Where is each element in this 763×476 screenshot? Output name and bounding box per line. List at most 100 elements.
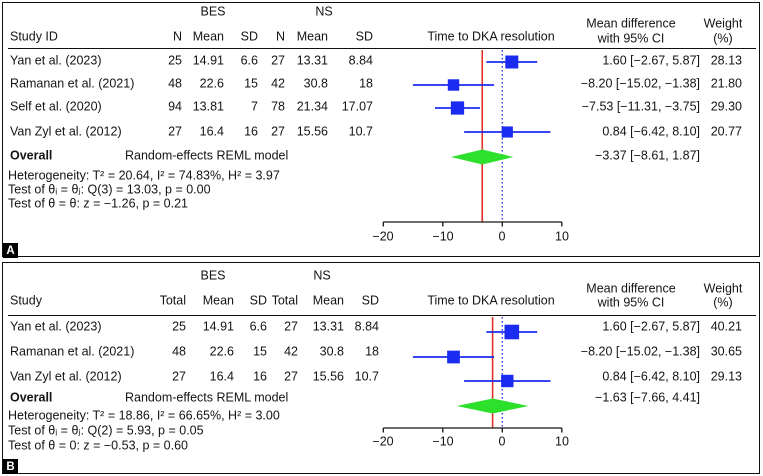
col-header-total2: Total [271,293,298,308]
table-cell: 15.56 [312,369,344,384]
weight-header-line1: Weight [703,16,743,31]
homogeneity-test-stat: Test of θᵢ = θⱼ: Q(2) = 5.93, p = 0.05 [8,423,204,438]
table-cell: 14.91 [202,319,234,334]
effect-square [450,101,465,115]
overall-model: Random-effects REML model [125,390,289,405]
plot-title: Time to DKA resolution [427,293,555,308]
table-cell: 16.4 [199,124,224,139]
col-header-sd2: SD [361,293,379,308]
effect-square [504,324,520,340]
table-cell: 48 [172,344,186,359]
x-tick-label: −20 [372,434,394,449]
x-tick-label: −10 [432,434,454,449]
weight-value: 28.13 [710,53,742,68]
overall-label: Overall [10,148,53,163]
study-name: Self et al. (2020) [10,99,102,114]
overall-test-stat: Test of θ = θ: z = −1.26, p = 0.21 [8,196,188,211]
table-cell: 15 [244,76,258,91]
ci-text: 0.84 [−6.42, 8.10] [602,369,700,384]
table-cell: 8.84 [348,53,373,68]
overall-ci-text: −3.37 [−8.61, 1.87] [595,148,700,163]
weight-value: 29.30 [710,99,742,114]
effect-square [501,126,513,138]
col-header-sd1: SD [240,29,258,44]
weight-value: 21.80 [710,76,742,91]
col-header-mean2: Mean [312,293,344,308]
table-cell: 16 [253,369,267,384]
table-cell: 13.81 [192,99,224,114]
heterogeneity-stat: Heterogeneity: T² = 20.64, I² = 74.83%, … [8,168,280,183]
ci-text: −8.20 [−15.02, −1.38] [580,344,700,359]
table-cell: 15 [253,344,267,359]
group-header-ns: NS [313,268,331,283]
ci-text: 0.84 [−6.42, 8.10] [602,124,700,139]
x-tick-label: −20 [372,229,394,244]
table-cell: 22.6 [209,344,234,359]
effect-header-line2: with 95% CI [597,31,665,46]
overall-test-stat: Test of θ = 0: z = −0.53, p = 0.60 [8,438,188,453]
table-cell: 16 [244,124,258,139]
panel-b-border [2,262,760,474]
table-cell: 21.34 [296,99,328,114]
col-header-mean2: Mean [296,29,328,44]
overall-ci-text: −1.63 [−7.66, 4.41] [595,390,700,405]
panel-b-badge: B [3,459,18,474]
table-cell: 10.7 [354,369,379,384]
x-tick-label: 0 [498,229,506,244]
table-cell: 8.84 [354,319,379,334]
table-cell: 27 [168,124,182,139]
effect-square [505,55,519,69]
table-cell: 27 [271,53,285,68]
table-cell: 18 [365,344,379,359]
weight-header-line2: (%) [713,295,733,310]
table-cell: 27 [271,124,285,139]
effect-square [447,350,460,364]
table-cell: 27 [284,319,298,334]
overall-diamond [451,149,514,165]
table-cell: 16.4 [209,369,234,384]
table-cell: 7 [251,99,258,114]
weight-value: 30.65 [710,344,742,359]
table-cell: 6.6 [249,319,267,334]
header-rule [8,315,756,317]
plot-title: Time to DKA resolution [427,29,555,44]
table-cell: 27 [172,369,186,384]
homogeneity-test-stat: Test of θᵢ = θⱼ: Q(3) = 13.03, p = 0.00 [8,182,211,197]
col-header-n2: N [275,29,285,44]
overall-model: Random-effects REML model [125,148,289,163]
col-header-sd1: SD [249,293,267,308]
weight-value: 29.13 [710,369,742,384]
effect-square [501,374,514,388]
effect-header-line2: with 95% CI [597,295,665,310]
x-tick-label: −10 [432,229,454,244]
x-tick-label: 10 [555,229,569,244]
effect-header-line1: Mean difference [586,16,676,31]
study-name: Van Zyl et al. (2012) [10,124,122,139]
heterogeneity-stat: Heterogeneity: T² = 18.86, I² = 66.65%, … [8,408,280,423]
table-cell: 15.56 [296,124,328,139]
overall-label: Overall [10,390,53,405]
study-name: Yan et al. (2023) [10,53,102,68]
table-cell: 30.8 [303,76,328,91]
weight-header-line2: (%) [713,31,733,46]
table-cell: 25 [172,319,186,334]
study-col-header: Study [10,293,42,308]
ci-text: −8.20 [−15.02, −1.38] [580,76,700,91]
panel-a-badge: A [3,243,18,258]
table-cell: 18 [359,76,373,91]
table-cell: 78 [271,99,285,114]
table-cell: 27 [284,369,298,384]
effect-header-line1: Mean difference [586,281,676,296]
col-header-n1: N [172,29,182,44]
weight-value: 20.77 [710,124,742,139]
overall-diamond [456,398,529,414]
table-cell: 17.07 [341,99,373,114]
table-cell: 22.6 [199,76,224,91]
table-cell: 14.91 [192,53,224,68]
group-header-bes: BES [200,268,226,283]
table-cell: 42 [284,344,298,359]
study-col-header: Study ID [10,29,58,44]
table-cell: 94 [168,99,182,114]
